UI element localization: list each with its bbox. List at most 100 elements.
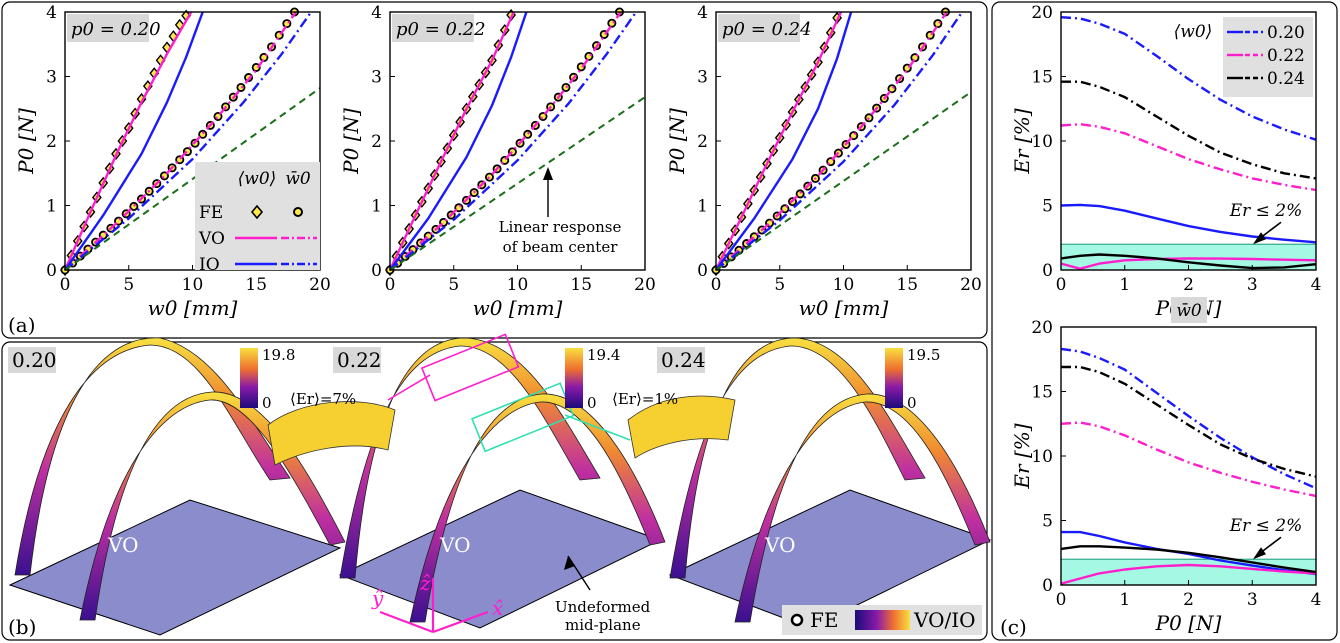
- annotation-bg: [392, 14, 474, 42]
- colorbar-max-1: 19.8: [262, 346, 295, 364]
- group-label-bg-2: [333, 347, 381, 373]
- legend-c1-entry: 0.20: [1267, 23, 1305, 43]
- y-tick-label: 2: [697, 132, 708, 152]
- colorbar-min-3: 0: [907, 394, 917, 412]
- fe-bar-marker: [282, 19, 292, 29]
- tolerance-arrowhead: [1253, 232, 1266, 245]
- er-left-label: ⟨Er⟩=7%: [290, 390, 356, 408]
- group-label-bg-1: [8, 347, 56, 373]
- series-io_avg: [389, 11, 528, 271]
- fe-bar-marker: [523, 129, 533, 139]
- series-vo_avg: [714, 11, 843, 271]
- series-io_avg: [715, 11, 853, 271]
- x-tick-label: 10: [182, 275, 204, 295]
- series-io_bar: [64, 11, 313, 271]
- tolerance-arrowhead: [1253, 547, 1266, 560]
- x-tick-label: 20: [309, 275, 331, 295]
- x-tick-label: 20: [634, 275, 656, 295]
- panel-label-a: (a): [8, 313, 36, 337]
- annotation-text: p0 = 0.22: [396, 19, 486, 40]
- x-axis: [432, 610, 489, 634]
- x-tick-label: 15: [570, 275, 592, 295]
- chart-a1: 0 5 10 15 20 0 1 2 3 4 w0 [mm] P0 [N] p0 = 0.20 ⟨w0⟩ w…: [14, 3, 331, 320]
- fe-bar-marker: [584, 51, 594, 61]
- x-tick-label: 0: [711, 275, 722, 295]
- y-tick-label: 5: [1042, 197, 1053, 217]
- axes-frame: [1060, 326, 1317, 586]
- legend-fe-circle: [293, 207, 303, 217]
- legend-c2-bg: [1171, 297, 1207, 323]
- group-label-bg-3: [657, 347, 705, 373]
- group-label-2: 0.22: [337, 348, 382, 372]
- fe-bar-marker: [795, 189, 805, 199]
- y-tick-label: 4: [371, 3, 382, 23]
- x-tick-label: 4: [1311, 590, 1322, 610]
- note-line-2: of beam center: [503, 238, 619, 256]
- x-tick-label: 5: [448, 275, 459, 295]
- legend-c2-title: w̄0: [1176, 301, 1202, 321]
- colorbar-min-1: 0: [262, 394, 272, 412]
- y-tick-label: 0: [371, 261, 382, 281]
- y-tick-label: 0: [1042, 261, 1053, 281]
- x-tick-label: 1: [1119, 275, 1130, 295]
- y-tick-label: 3: [697, 68, 708, 88]
- x-tick-label: 0: [1056, 275, 1067, 295]
- y-axis: [379, 610, 434, 634]
- legend-row-label: IO: [199, 255, 220, 275]
- z-label: ẑ: [419, 571, 431, 595]
- legend-c1-entry: 0.24: [1267, 69, 1305, 89]
- y-tick-label: 2: [371, 132, 382, 152]
- x-axis-label: w0 [mm]: [799, 296, 889, 320]
- legend-fe-label: FE: [810, 608, 838, 632]
- colorbar-max-2: 19.4: [587, 346, 620, 364]
- y-tick-label: 4: [697, 3, 708, 23]
- series-b_solid: [1060, 203, 1317, 244]
- vo-label-1: VO: [107, 533, 139, 557]
- zoom-arrow-left: [387, 374, 431, 401]
- series-k_dash: [1061, 365, 1317, 478]
- y-tick-label: 2: [46, 132, 57, 152]
- x-tick-label: 2: [1183, 275, 1194, 295]
- series-m_dash: [1060, 421, 1317, 498]
- tolerance-note: Er ≤ 2%: [1229, 201, 1303, 221]
- series-io_bar: [715, 11, 964, 271]
- annotation-text: p0 = 0.20: [71, 19, 161, 40]
- y-axis-label: Er [%]: [1010, 108, 1034, 174]
- y-tick-label: 20: [1031, 318, 1053, 338]
- coordinate-triad: [379, 578, 489, 634]
- legend-vo-io-label: VO/IO: [913, 608, 976, 632]
- annotation-bg: [67, 14, 149, 42]
- inset-patch-left: [267, 401, 396, 466]
- legend-header-bar: w̄0: [285, 169, 311, 189]
- annotation-bg: [718, 14, 800, 42]
- x-tick-label: 5: [123, 275, 134, 295]
- series-linear: [715, 91, 972, 271]
- series-vo_bar: [715, 11, 948, 271]
- y-label: ŷ: [371, 586, 384, 610]
- y-tick-label: 1: [697, 197, 708, 217]
- x-axis-label: w0 [mm]: [473, 296, 563, 320]
- y-axis-label: P0 [N]: [665, 108, 689, 175]
- group-label-1: 0.20: [12, 348, 57, 372]
- x-tick-label: 3: [1247, 275, 1258, 295]
- zoom-arrow-right: [564, 414, 631, 441]
- panel-label-b: (b): [8, 615, 36, 639]
- colorbar-max-3: 19.5: [907, 346, 940, 364]
- chart-a2: 0 5 10 15 20 0 1 2 3 4 w0 [mm] P0 [N] p0 = 0.22 Linea…: [339, 3, 656, 320]
- x-tick-label: 5: [774, 275, 785, 295]
- y-tick-label: 1: [46, 197, 57, 217]
- fe-bar-marker: [236, 82, 246, 92]
- series-linear: [64, 87, 321, 271]
- y-tick-label: 3: [46, 68, 57, 88]
- x-tick-label: 15: [245, 275, 267, 295]
- legend-row-label: FE: [199, 203, 223, 223]
- series-m_dash: [1060, 123, 1317, 192]
- legend-header-avg: ⟨w0⟩: [238, 169, 277, 189]
- beam-vo-3: [734, 393, 991, 623]
- annotation-text: p0 = 0.24: [722, 19, 812, 40]
- series-m_solid: [1060, 563, 1317, 585]
- beam-vo-2: [409, 393, 666, 623]
- chart-c2: 0 1 2 3 4 0 5 10 15 20 P0 [N] Er [%] Er ≤ 2% w̄0: [1010, 297, 1321, 635]
- y-tick-label: 10: [1031, 447, 1053, 467]
